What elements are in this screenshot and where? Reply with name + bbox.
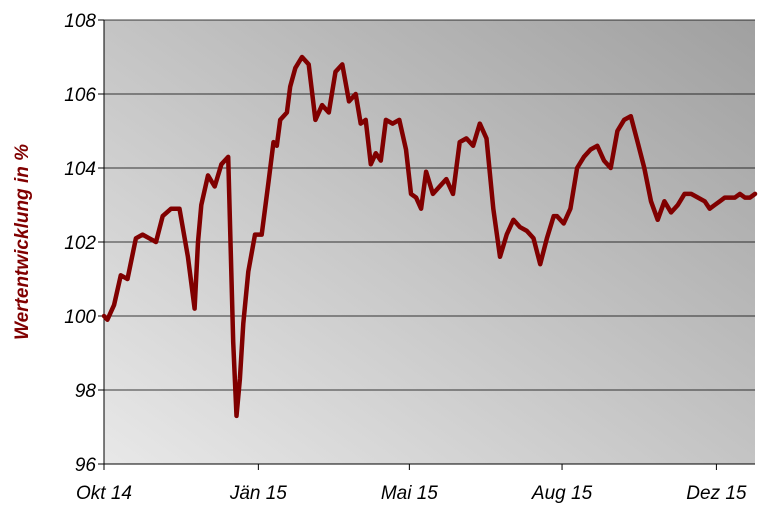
y-tick-label: 108	[64, 11, 96, 32]
gridlines	[104, 19, 755, 391]
x-tick-label: Dez 15	[686, 483, 747, 504]
x-tick-label: Okt 14	[76, 483, 132, 504]
axes	[98, 19, 755, 470]
series-layer	[101, 54, 758, 419]
x-tick-labels: Okt 14 Jän 15 Mai 15 Aug 15 Dez 15	[76, 483, 747, 504]
y-tick-label: 104	[64, 159, 96, 180]
y-tick-labels: 96 98 100 102 104 106 108	[64, 11, 96, 476]
y-tick-label: 98	[75, 381, 97, 402]
y-tick-label: 100	[64, 307, 96, 328]
x-tick-label: Mai 15	[381, 483, 438, 504]
y-tick-label: 106	[64, 85, 96, 106]
series-line	[101, 54, 758, 419]
x-tick-label: Jän 15	[229, 483, 287, 504]
y-tick-label: 102	[64, 233, 96, 254]
y-tick-label: 96	[75, 455, 97, 476]
x-tick-label: Aug 15	[531, 483, 593, 504]
y-axis-label: Wertentwicklung in %	[12, 144, 33, 340]
